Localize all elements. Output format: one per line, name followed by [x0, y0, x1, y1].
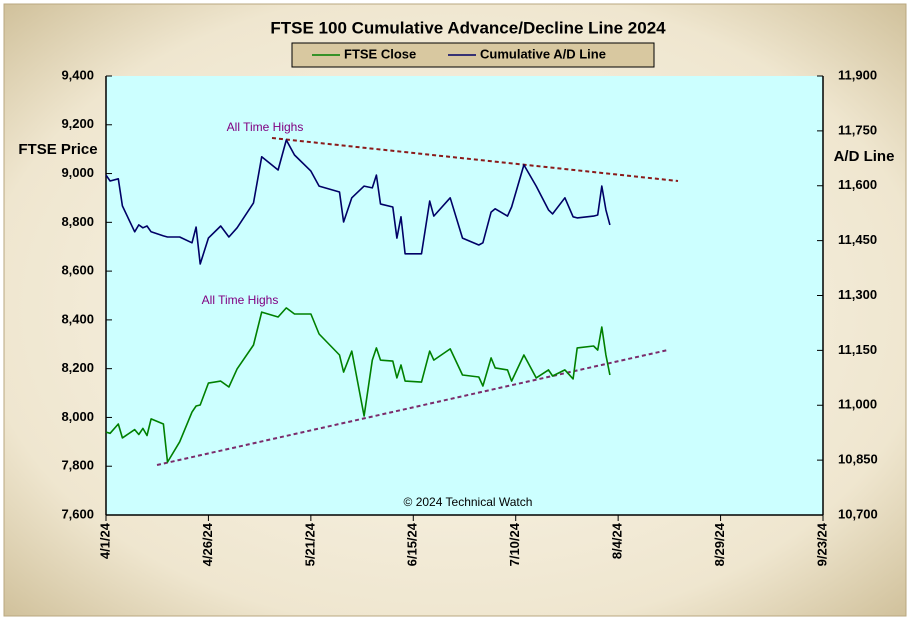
y-tick-label: 9,400	[61, 67, 94, 82]
series-line	[105, 139, 611, 265]
y2-tick-label: 10,850	[838, 452, 878, 467]
x-tick-label: 8/29/24	[712, 522, 727, 566]
y2-tick-label: 10,700	[838, 506, 878, 521]
x-tick-label: 4/1/24	[97, 522, 112, 559]
y2-tick-label: 11,150	[838, 342, 877, 357]
y-tick-label: 9,000	[61, 165, 94, 180]
y2-tick-label: 11,600	[838, 177, 877, 192]
y-tick-label: 8,200	[61, 360, 94, 375]
y-tick-label: 8,600	[61, 263, 94, 278]
y2-tick-label: 11,000	[838, 397, 877, 412]
y-tick-label: 9,200	[61, 116, 94, 131]
legend-label: FTSE Close	[344, 46, 416, 61]
credit: © 2024 Technical Watch	[404, 495, 533, 509]
annotation: All Time Highs	[202, 293, 279, 307]
x-tick-label: 9/23/24	[814, 522, 829, 566]
y2-tick-label: 11,900	[838, 67, 877, 82]
x-tick-label: 8/4/24	[610, 522, 625, 559]
y-tick-label: 8,800	[61, 214, 94, 229]
y-tick-label: 7,600	[61, 506, 94, 521]
y2-tick-label: 11,750	[838, 122, 877, 137]
y-tick-label: 7,800	[61, 458, 94, 473]
x-tick-label: 4/26/24	[200, 522, 215, 566]
resistance-trendline	[271, 137, 679, 182]
y-axis-title: FTSE Price	[18, 141, 97, 158]
y-tick-label: 8,400	[61, 311, 94, 326]
y2-axis-title: A/D Line	[834, 148, 895, 165]
y2-tick-label: 11,300	[838, 287, 877, 302]
annotation: All Time Highs	[227, 120, 304, 134]
series-line	[105, 307, 611, 463]
y2-tick-label: 11,450	[838, 232, 877, 247]
legend-label: Cumulative A/D Line	[480, 46, 606, 61]
y-tick-label: 8,000	[61, 409, 94, 424]
plot-area	[106, 76, 823, 515]
x-tick-label: 7/10/24	[507, 522, 522, 566]
legend: FTSE Close Cumulative A/D Line	[291, 42, 655, 68]
x-tick-label: 6/15/24	[405, 522, 420, 566]
x-tick-label: 5/21/24	[302, 522, 317, 566]
chart-title: FTSE 100 Cumulative Advance/Decline Line…	[270, 18, 666, 37]
support-trendline	[156, 349, 669, 466]
